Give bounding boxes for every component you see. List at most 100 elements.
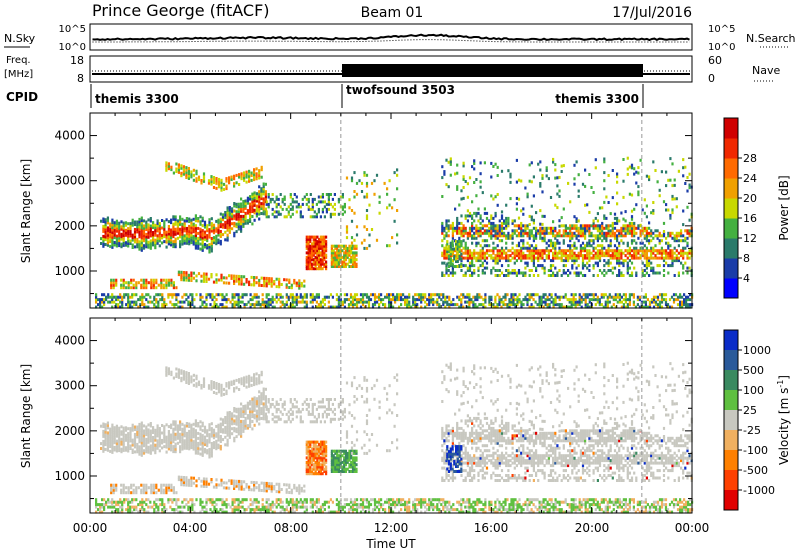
power-cell <box>152 283 155 287</box>
velocity-cell <box>221 420 225 424</box>
power-cell <box>337 212 340 216</box>
power-cell <box>592 246 595 250</box>
power-cell <box>311 295 314 299</box>
velocity-cell <box>165 438 168 442</box>
power-cell <box>155 300 158 304</box>
power-cell <box>488 221 491 225</box>
power-cell <box>240 209 243 213</box>
velocity-cell <box>113 438 116 442</box>
power-cell <box>183 221 186 225</box>
power-cell <box>285 285 288 289</box>
velocity-cell <box>219 427 222 431</box>
power-cell <box>517 244 521 248</box>
power-cell <box>520 239 523 243</box>
power-cell <box>156 219 159 223</box>
velocity-cell <box>145 445 148 449</box>
power-cell <box>271 193 274 196</box>
power-cell <box>532 259 535 263</box>
velocity-cell <box>185 446 188 450</box>
power-cell <box>176 221 179 225</box>
velocity-cell <box>118 431 121 435</box>
power-cell <box>643 254 646 258</box>
power-cell <box>573 163 576 167</box>
power-cell <box>546 303 549 307</box>
power-cell <box>181 230 184 234</box>
power-cell <box>596 219 599 223</box>
power-cell <box>122 226 125 230</box>
power-cell <box>194 246 197 250</box>
power-cell <box>526 231 529 235</box>
power-cell <box>526 300 529 304</box>
power-cell <box>564 234 567 238</box>
power-cell <box>485 261 489 265</box>
power-cell <box>323 249 326 253</box>
power-cell <box>237 210 240 214</box>
power-cell <box>255 276 258 280</box>
power-cell <box>547 269 550 272</box>
power-cell <box>161 236 164 240</box>
power-cell <box>528 254 531 258</box>
power-cell <box>511 246 514 250</box>
power-cell <box>177 270 180 274</box>
power-cell <box>652 251 655 255</box>
power-cell <box>317 295 320 299</box>
power-cell <box>575 220 578 223</box>
power-cell <box>386 192 389 196</box>
velocity-cell <box>201 429 204 433</box>
power-cell <box>479 256 482 260</box>
power-cell <box>526 195 529 199</box>
power-cell <box>630 163 634 167</box>
power-cell <box>120 242 123 246</box>
power-cell <box>217 218 220 222</box>
power-cell <box>475 244 478 248</box>
velocity-cell <box>161 424 164 427</box>
power-cell <box>319 242 322 246</box>
power-cell <box>660 298 664 302</box>
power-cell <box>231 295 234 299</box>
power-cell <box>183 236 186 240</box>
power-cell <box>572 293 575 297</box>
power-cell <box>478 293 481 297</box>
power-cell <box>528 244 531 248</box>
power-cell <box>295 295 298 299</box>
power-cell <box>263 300 266 304</box>
power-cell <box>118 229 121 233</box>
power-cell <box>611 226 614 230</box>
power-cell <box>503 226 506 230</box>
power-cell <box>363 300 367 304</box>
power-cell <box>193 305 196 309</box>
power-cell <box>682 174 685 178</box>
power-cell <box>500 249 504 253</box>
power-cell <box>677 251 680 255</box>
power-cell <box>253 283 256 287</box>
velocity-cell <box>156 426 159 430</box>
power-cell <box>624 295 627 299</box>
power-cell <box>609 256 612 260</box>
velocity-cell <box>122 431 125 435</box>
velocity-cell <box>158 444 161 448</box>
power-cell <box>588 241 591 245</box>
power-cell <box>145 228 148 231</box>
power-cell <box>307 249 310 253</box>
power-cell <box>153 305 156 309</box>
power-cell <box>476 295 479 299</box>
power-cell <box>288 286 291 289</box>
power-cell <box>233 274 236 278</box>
velocity-cell <box>131 443 134 447</box>
power-cell <box>102 234 105 238</box>
power-cell <box>255 172 258 176</box>
power-cell <box>332 251 335 255</box>
power-cell <box>251 215 254 218</box>
power-cell <box>547 239 550 243</box>
power-cell <box>279 300 282 304</box>
power-cell <box>305 251 308 255</box>
power-cell <box>341 244 344 248</box>
power-cell <box>177 170 180 174</box>
power-cell <box>468 295 471 299</box>
velocity-cell <box>251 402 254 406</box>
power-cell <box>212 181 216 184</box>
power-cell <box>554 244 557 248</box>
power-cell <box>122 236 125 240</box>
power-cell <box>255 177 258 181</box>
velocity-cell <box>262 404 265 408</box>
